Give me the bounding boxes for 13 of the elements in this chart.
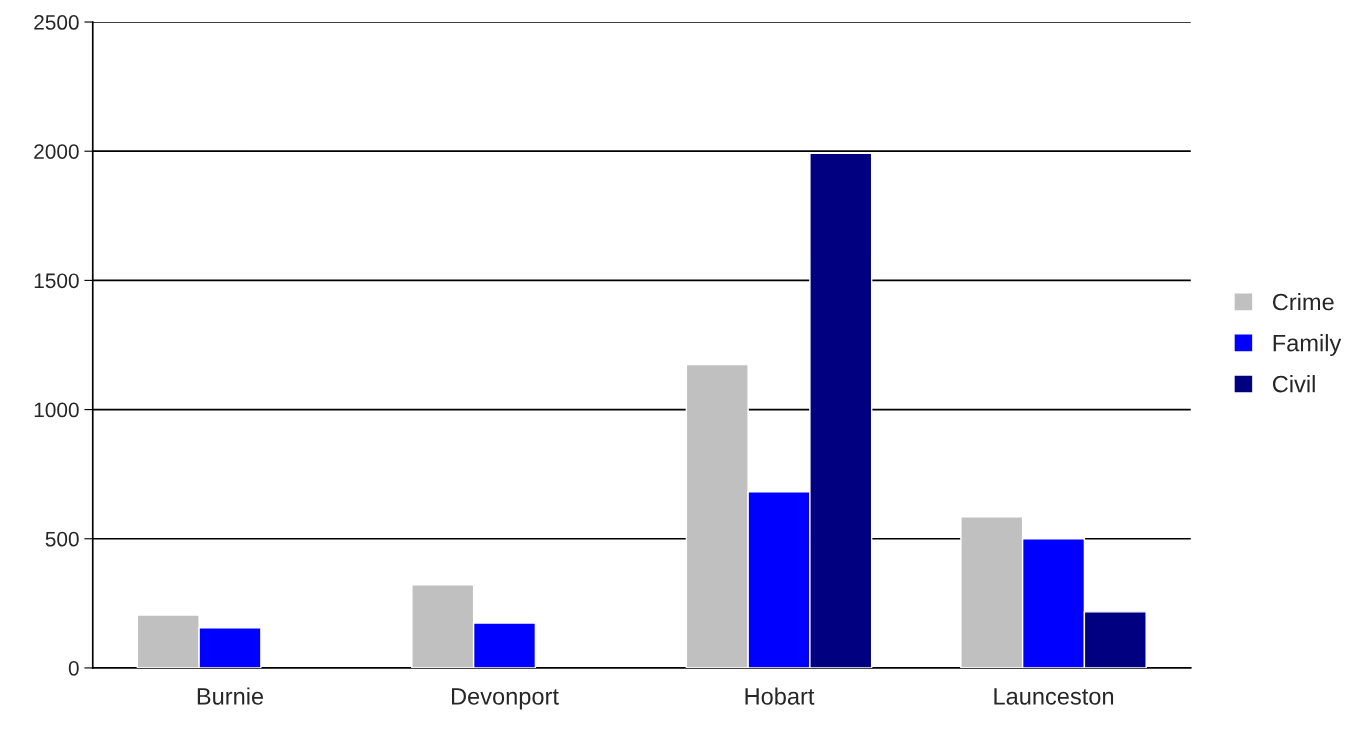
y-tick-label: 0 <box>68 660 79 676</box>
legend-label: Crime <box>1272 293 1334 311</box>
y-tick-label: 1000 <box>34 402 79 418</box>
y-tick-label: 500 <box>45 531 79 547</box>
legend-label: Civil <box>1272 375 1315 393</box>
x-tick-label: Burnie <box>197 687 264 705</box>
x-tick-label: Hobart <box>745 687 815 705</box>
legend-label: Family <box>1273 334 1342 357</box>
x-tick-label: Devonport <box>451 688 559 710</box>
y-tick-label: 2000 <box>34 144 79 159</box>
x-tick-label: Launceston <box>994 688 1114 705</box>
y-tick-label: 2500 <box>34 15 79 30</box>
y-tick-label: 1500 <box>34 273 79 289</box>
